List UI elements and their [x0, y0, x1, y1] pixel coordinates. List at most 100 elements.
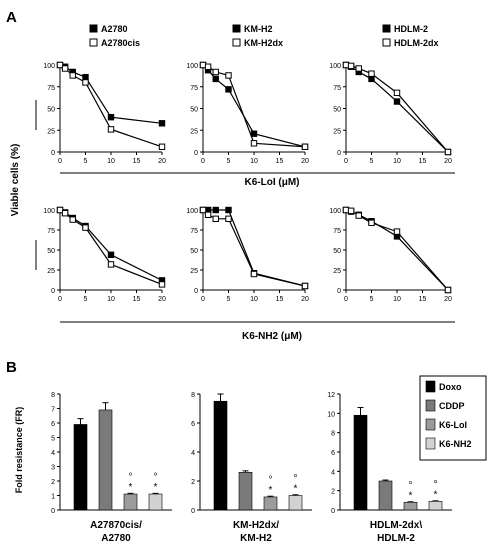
y-tick-label: 0: [51, 288, 55, 295]
x-tick-label: 0: [201, 158, 205, 165]
category-label: A2780: [101, 533, 131, 544]
bar-Doxo: [73, 424, 88, 511]
significance-star: *: [269, 485, 273, 496]
data-point-A2780cis: [82, 224, 89, 231]
y-tick-label: 5: [51, 436, 55, 443]
data-point-A2780: [158, 120, 166, 127]
y-tick-label: 0: [194, 150, 198, 157]
y-tick-label: 0: [194, 288, 198, 295]
y-tick-label: 75: [333, 228, 341, 235]
legend-marker-KM-H2dx: [232, 38, 241, 47]
x-tick-label: 5: [227, 296, 231, 303]
chart-2-1: 0 25 50 75 100 0 5 10 15 20: [43, 206, 166, 303]
y-axis-label-fold-resistance: Fold resistance (FR): [14, 407, 24, 494]
y-tick-label: 50: [47, 248, 55, 255]
x-tick-label: 10: [107, 296, 115, 303]
data-point-KM-H2dx: [301, 282, 309, 290]
significance-circle: °: [129, 472, 133, 483]
significance-circle: °: [434, 479, 438, 490]
data-point-HDLM-2: [393, 98, 401, 105]
legend-marker-A2780cis: [89, 38, 98, 47]
data-point-A2780cis: [56, 61, 64, 69]
bar-K6-NH2: [288, 495, 303, 511]
legend-label-HDLM-2dx: HDLM-2dx: [394, 38, 439, 48]
data-point-HDLM-2: [368, 75, 375, 83]
data-point-HDLM-2dx: [355, 65, 362, 72]
x-tick-label: 15: [419, 158, 427, 165]
legend-label-KM-H2: KM-H2: [244, 24, 273, 34]
x-tick-label: 20: [444, 296, 452, 303]
data-point-KM-H2dx: [199, 206, 207, 214]
x-tick-label: 0: [58, 296, 62, 303]
legend-marker-HDLM-2: [382, 24, 391, 33]
legend-label-CDDP: CDDP: [439, 401, 465, 411]
x-tick-label: 15: [419, 296, 427, 303]
bar-K6-LoI: [263, 496, 278, 511]
y-tick-label: 75: [190, 85, 198, 92]
y-tick-label: 75: [190, 228, 198, 235]
x-tick-label: 5: [370, 296, 374, 303]
x-tick-label: 0: [201, 296, 205, 303]
y-axis-label-viable: Viable cells (%): [10, 144, 21, 217]
x-tick-label: 0: [344, 158, 348, 165]
category-label: KM-H2: [240, 533, 272, 544]
x-tick-label: 20: [301, 158, 309, 165]
y-tick-label: 25: [190, 128, 198, 135]
x-tick-label: 5: [84, 158, 88, 165]
bar-legend: Doxo CDDP K6-LoI K6-NH2: [419, 375, 487, 461]
x-tick-label: 20: [301, 296, 309, 303]
data-point-A2780cis: [158, 281, 166, 288]
y-tick-label: 0: [191, 508, 195, 515]
data-point-HDLM-2dx: [393, 89, 401, 97]
y-tick-label: 6: [51, 421, 55, 428]
y-tick-label: 50: [333, 248, 341, 255]
legend-swatch-K6-LoI: [425, 418, 436, 431]
bar-Doxo: [353, 414, 368, 511]
data-point-A2780cis: [61, 210, 69, 217]
data-point-A2780cis: [61, 65, 69, 72]
data-point-KM-H2: [225, 86, 232, 93]
data-point-HDLM-2dx: [393, 228, 401, 235]
x-tick-label: 0: [344, 296, 348, 303]
data-point-KM-H2dx: [212, 215, 219, 223]
chart-1-3: 0 25 50 75 100 0 5 10 15 20 HDLM-2 HDLM-2dx: [329, 24, 452, 165]
chart-1-2: 0 25 50 75 100 0 5 10 15 20 KM-H2 KM-H2dx: [186, 24, 309, 165]
data-point-HDLM-2dx: [347, 207, 355, 215]
y-tick-label: 3: [51, 465, 55, 472]
legend-marker-A2780: [89, 24, 98, 33]
x-tick-label: 15: [133, 296, 141, 303]
data-point-KM-H2dx: [250, 270, 258, 278]
y-tick-label: 25: [333, 128, 341, 135]
y-tick-label: 75: [333, 85, 341, 92]
y-tick-label: 1: [51, 494, 55, 501]
x-tick-label: 5: [370, 158, 374, 165]
data-point-KM-H2: [225, 206, 232, 214]
y-tick-label: 2: [331, 489, 335, 496]
y-tick-label: 50: [47, 107, 55, 114]
category-label: KM-H2dx/: [233, 520, 279, 531]
y-tick-label: 12: [327, 392, 335, 399]
y-tick-label: 10: [327, 411, 335, 418]
chart-1-1: 0 25 50 75 100 0 5 10 15 20 A2780 A2780cis: [43, 24, 166, 165]
x-tick-label: 5: [227, 158, 231, 165]
data-point-KM-H2dx: [204, 63, 212, 70]
x-tick-label: 15: [133, 158, 141, 165]
y-tick-label: 75: [47, 85, 55, 92]
y-tick-label: 50: [333, 107, 341, 114]
y-tick-label: 0: [337, 288, 341, 295]
y-tick-label: 100: [329, 63, 341, 70]
x-tick-label: 0: [58, 158, 62, 165]
legend-label-K6-NH2: K6-NH2: [439, 439, 472, 449]
data-point-KM-H2dx: [212, 68, 219, 76]
data-point-KM-H2dx: [204, 211, 212, 219]
y-tick-label: 0: [51, 150, 55, 157]
data-point-A2780: [107, 114, 115, 121]
data-point-KM-H2: [212, 75, 219, 83]
data-point-A2780cis: [56, 206, 64, 214]
data-point-HDLM-2dx: [342, 61, 350, 69]
y-tick-label: 2: [191, 479, 195, 486]
y-tick-label: 25: [190, 268, 198, 275]
bar-K6-NH2: [148, 493, 163, 511]
